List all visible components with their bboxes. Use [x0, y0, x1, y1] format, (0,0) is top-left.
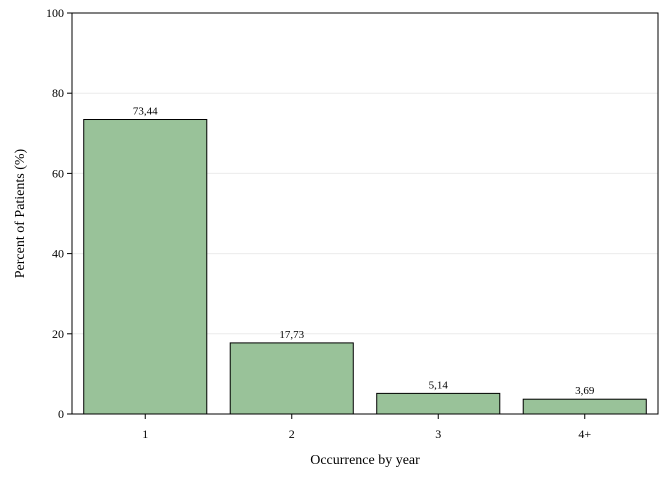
- y-tick-label: 60: [52, 166, 64, 180]
- x-tick-label: 3: [435, 427, 441, 441]
- y-tick-label: 0: [58, 407, 64, 421]
- y-axis-ticks: 0 20 40 60 80 100: [46, 6, 72, 421]
- x-tick-label: 2: [289, 427, 295, 441]
- bar-value-label: 3,69: [575, 385, 595, 397]
- bar: [83, 119, 208, 415]
- y-tick-label: 80: [52, 86, 64, 100]
- x-axis-ticks: 1 2 3 4+: [142, 414, 591, 441]
- x-tick-label: 1: [142, 427, 148, 441]
- y-axis-title: Percent of Patients (%): [13, 148, 28, 278]
- bar-value-label: 5,14: [429, 379, 449, 391]
- bar-value-label: 73,44: [133, 106, 158, 118]
- x-axis-title: Occurrence by year: [310, 453, 420, 468]
- bar: [376, 392, 501, 415]
- plot-frame: [71, 12, 659, 415]
- y-tick-label: 100: [46, 6, 64, 20]
- x-tick-label: 4+: [578, 427, 591, 441]
- y-tick-label: 20: [52, 327, 64, 341]
- y-tick-label: 40: [52, 247, 64, 261]
- bar: [229, 342, 354, 415]
- bar-value-label: 17,73: [279, 329, 304, 341]
- bar: [522, 398, 647, 415]
